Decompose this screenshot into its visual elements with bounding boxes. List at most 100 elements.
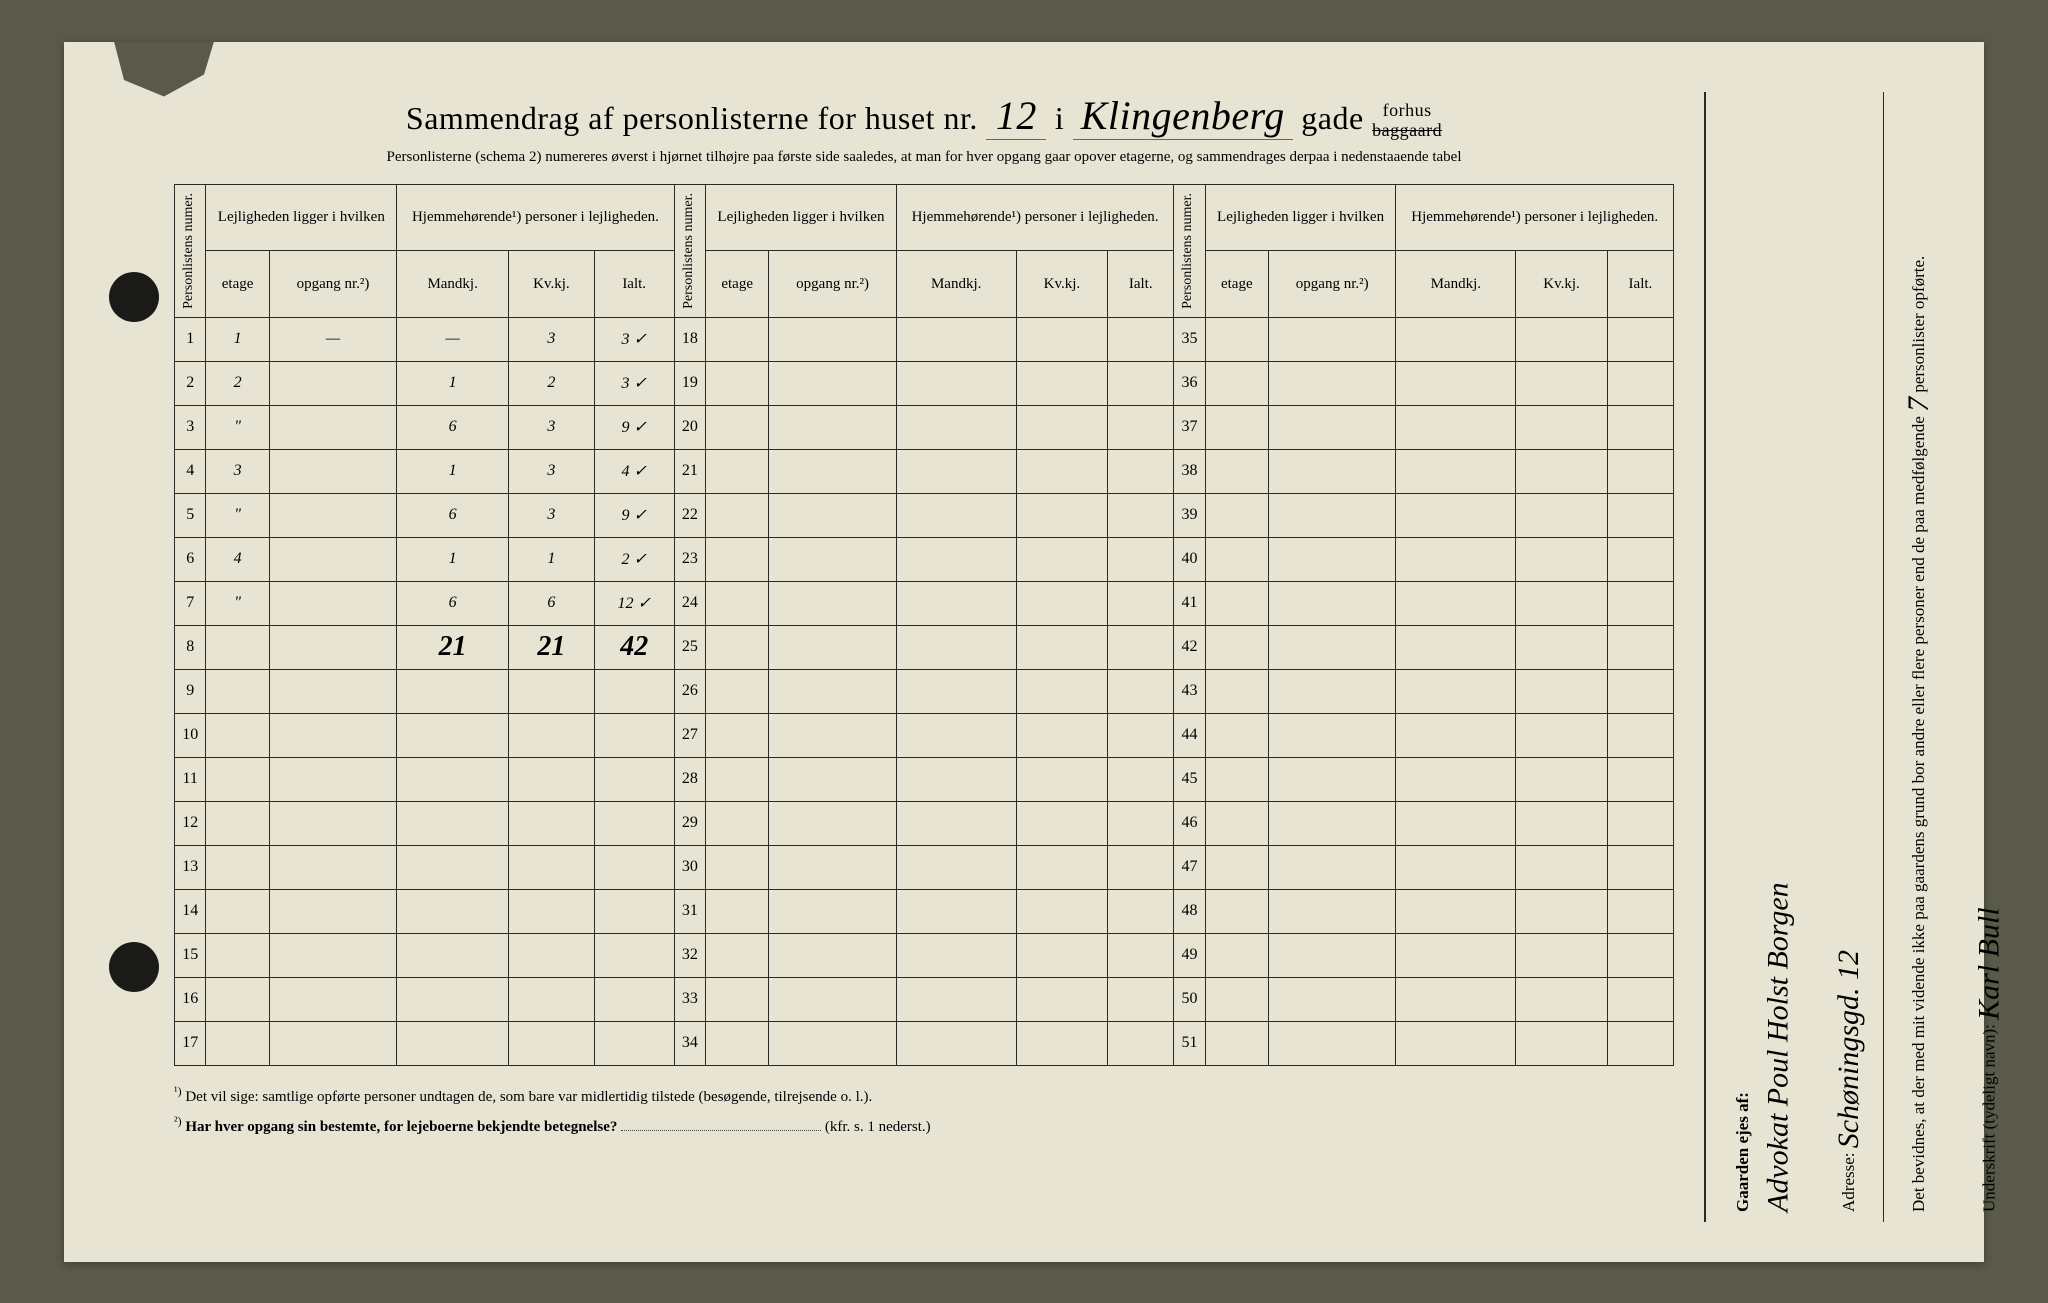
- table-cell: [1516, 845, 1608, 889]
- table-cell: [769, 625, 897, 669]
- table-cell: 1: [175, 317, 206, 361]
- table-cell: 6: [397, 405, 509, 449]
- table-row: 143148: [175, 889, 1674, 933]
- col-etage: etage: [206, 251, 269, 317]
- table-cell: [397, 669, 509, 713]
- table-cell: [1268, 625, 1396, 669]
- table-cell: [769, 405, 897, 449]
- table-cell: [1268, 801, 1396, 845]
- col-lejlighed: Lejligheden ligger i hvilken: [1205, 184, 1396, 250]
- table-cell: 15: [175, 933, 206, 977]
- table-cell: 3 ✓: [594, 361, 674, 405]
- table-cell: [1108, 669, 1174, 713]
- table-cell: [269, 581, 397, 625]
- table-cell: [1396, 845, 1516, 889]
- table-row: 122946: [175, 801, 1674, 845]
- table-cell: [706, 449, 769, 493]
- table-cell: [509, 845, 595, 889]
- col-ialt: Ialt.: [1108, 251, 1174, 317]
- table-cell: [1205, 625, 1268, 669]
- punch-hole: [109, 942, 159, 992]
- table-cell: [1607, 537, 1673, 581]
- table-cell: [1396, 449, 1516, 493]
- table-cell: [269, 1021, 397, 1065]
- table-cell: [1205, 889, 1268, 933]
- table-cell: [1205, 845, 1268, 889]
- table-cell: [706, 1021, 769, 1065]
- table-cell: [269, 845, 397, 889]
- table-cell: [1016, 713, 1108, 757]
- table-cell: 18: [674, 317, 705, 361]
- table-cell: 44: [1174, 713, 1205, 757]
- table-cell: [769, 757, 897, 801]
- table-cell: [1016, 537, 1108, 581]
- table-cell: [1396, 933, 1516, 977]
- table-cell: [896, 669, 1016, 713]
- table-cell: 2: [175, 361, 206, 405]
- table-cell: 37: [1174, 405, 1205, 449]
- col-personliste: Personlistens numer.: [679, 187, 699, 315]
- table-cell: [769, 801, 897, 845]
- table-cell: [269, 757, 397, 801]
- table-cell: [397, 757, 509, 801]
- table-cell: [1205, 405, 1268, 449]
- table-cell: [509, 757, 595, 801]
- table-cell: [896, 405, 1016, 449]
- col-hjemme: Hjemmehørende¹) personer i lejligheden.: [896, 184, 1173, 250]
- table-cell: [1016, 801, 1108, 845]
- table-row: 133047: [175, 845, 1674, 889]
- footnote-1: Det vil sige: samtlige opførte personer …: [185, 1089, 872, 1105]
- table-cell: [1516, 669, 1608, 713]
- table-row: 92643: [175, 669, 1674, 713]
- table-cell: [1268, 317, 1396, 361]
- torn-corner: [114, 42, 214, 97]
- table-cell: [706, 537, 769, 581]
- table-cell: [206, 757, 269, 801]
- table-cell: 43: [1174, 669, 1205, 713]
- table-cell: [269, 669, 397, 713]
- table-cell: [1268, 845, 1396, 889]
- table-cell: [1516, 537, 1608, 581]
- table-cell: [1016, 845, 1108, 889]
- table-cell: [269, 889, 397, 933]
- table-cell: [397, 845, 509, 889]
- table-row: 11——33 ✓1835: [175, 317, 1674, 361]
- table-cell: [1607, 493, 1673, 537]
- side-panel: Gaarden ejes af: Advokat Poul Holst Borg…: [1704, 92, 1924, 1222]
- title-middle: i: [1055, 100, 1064, 136]
- table-cell: [1607, 361, 1673, 405]
- table-cell: 1: [397, 449, 509, 493]
- table-cell: [769, 977, 897, 1021]
- table-cell: [1268, 977, 1396, 1021]
- table-cell: 3: [509, 449, 595, 493]
- table-cell: [1516, 801, 1608, 845]
- table-cell: [1396, 537, 1516, 581]
- table-cell: 9 ✓: [594, 493, 674, 537]
- table-cell: 21: [674, 449, 705, 493]
- table-cell: [594, 933, 674, 977]
- table-cell: [1607, 405, 1673, 449]
- side-left: Gaarden ejes af: Advokat Poul Holst Borg…: [1726, 92, 1875, 1222]
- table-cell: [269, 537, 397, 581]
- footnote-1-sup: ¹): [174, 1084, 182, 1098]
- table-cell: [769, 581, 897, 625]
- table-cell: [1396, 757, 1516, 801]
- table-cell: [706, 581, 769, 625]
- table-cell: [1205, 317, 1268, 361]
- table-cell: [1205, 933, 1268, 977]
- table-row: 43134 ✓2138: [175, 449, 1674, 493]
- table-cell: 1: [206, 317, 269, 361]
- table-cell: [1268, 713, 1396, 757]
- table-cell: [1607, 1021, 1673, 1065]
- table-cell: [896, 581, 1016, 625]
- table-cell: [1607, 317, 1673, 361]
- title: Sammendrag af personlisterne for huset n…: [174, 92, 1674, 141]
- table-cell: 39: [1174, 493, 1205, 537]
- table-cell: [1516, 713, 1608, 757]
- building-type: forhus baggaard: [1372, 101, 1442, 141]
- table-cell: [1268, 757, 1396, 801]
- table-cell: [1516, 449, 1608, 493]
- table-cell: 46: [1174, 801, 1205, 845]
- table-cell: 50: [1174, 977, 1205, 1021]
- table-cell: [896, 889, 1016, 933]
